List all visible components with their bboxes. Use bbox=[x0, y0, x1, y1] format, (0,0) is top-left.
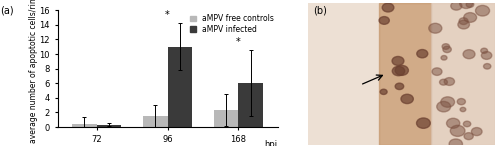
Circle shape bbox=[441, 55, 447, 60]
Circle shape bbox=[464, 13, 476, 22]
Circle shape bbox=[482, 52, 492, 59]
Text: *: * bbox=[236, 37, 241, 47]
Bar bbox=[142, 116, 168, 127]
Circle shape bbox=[392, 57, 404, 65]
Text: (b): (b) bbox=[313, 6, 327, 16]
Circle shape bbox=[382, 3, 394, 12]
Circle shape bbox=[380, 89, 387, 94]
Bar bbox=[431, 3, 495, 145]
Circle shape bbox=[441, 97, 454, 107]
Circle shape bbox=[463, 50, 475, 59]
Circle shape bbox=[484, 64, 491, 69]
Circle shape bbox=[472, 128, 482, 136]
Circle shape bbox=[449, 139, 462, 146]
Bar bbox=[96, 125, 122, 127]
Circle shape bbox=[416, 118, 430, 128]
Bar bbox=[379, 3, 431, 145]
Circle shape bbox=[428, 23, 442, 33]
Circle shape bbox=[460, 0, 472, 8]
Circle shape bbox=[432, 68, 442, 75]
Circle shape bbox=[395, 83, 404, 89]
Bar bbox=[168, 47, 192, 127]
Text: (a): (a) bbox=[0, 6, 14, 15]
Circle shape bbox=[451, 2, 462, 10]
Y-axis label: average number of apoptotic cells/ring: average number of apoptotic cells/ring bbox=[29, 0, 38, 143]
Circle shape bbox=[457, 99, 466, 105]
Circle shape bbox=[450, 125, 465, 136]
Circle shape bbox=[379, 17, 390, 24]
Circle shape bbox=[466, 2, 474, 7]
Circle shape bbox=[395, 65, 408, 75]
Circle shape bbox=[444, 78, 454, 85]
Circle shape bbox=[392, 66, 404, 76]
Circle shape bbox=[464, 121, 471, 127]
Circle shape bbox=[443, 46, 452, 53]
Circle shape bbox=[417, 49, 428, 58]
Circle shape bbox=[476, 5, 490, 16]
Text: *: * bbox=[165, 11, 170, 20]
Bar bbox=[238, 83, 264, 127]
Circle shape bbox=[459, 18, 468, 25]
Legend: aMPV free controls, aMPV infected: aMPV free controls, aMPV infected bbox=[190, 14, 274, 34]
Circle shape bbox=[440, 79, 448, 85]
Circle shape bbox=[446, 118, 460, 128]
Circle shape bbox=[436, 101, 450, 112]
Circle shape bbox=[458, 20, 469, 29]
Circle shape bbox=[464, 133, 473, 140]
Text: hpi: hpi bbox=[264, 140, 278, 146]
Bar bbox=[72, 124, 96, 127]
Circle shape bbox=[401, 94, 413, 104]
Circle shape bbox=[480, 48, 488, 53]
Bar bbox=[214, 110, 238, 127]
Circle shape bbox=[442, 44, 450, 49]
Bar bbox=[308, 3, 379, 145]
Circle shape bbox=[460, 107, 466, 112]
